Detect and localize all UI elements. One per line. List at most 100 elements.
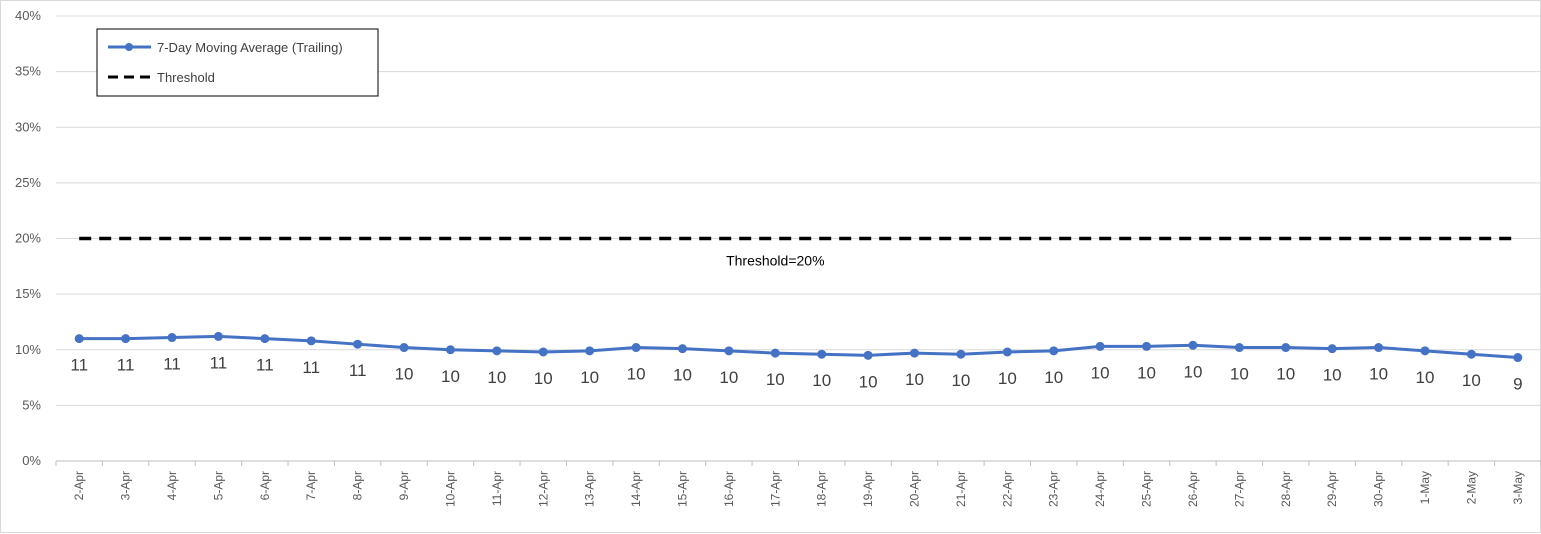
- data-label: 10: [487, 368, 506, 387]
- data-label: 9: [1513, 375, 1522, 394]
- y-tick-label: 35%: [15, 64, 41, 79]
- data-label: 10: [1323, 366, 1342, 385]
- x-tick-label: 13-Apr: [583, 471, 597, 507]
- data-point: [956, 349, 966, 359]
- data-point: [585, 346, 595, 356]
- y-tick-label: 25%: [15, 175, 41, 190]
- data-label: 11: [256, 356, 274, 375]
- data-label: 10: [1369, 365, 1388, 384]
- data-point: [1420, 346, 1430, 356]
- x-tick-label: 15-Apr: [675, 471, 689, 507]
- data-label: 10: [1091, 363, 1110, 382]
- data-label: 10: [1462, 371, 1481, 390]
- data-point: [1234, 343, 1244, 353]
- data-point: [399, 343, 409, 353]
- y-tick-label: 40%: [15, 8, 41, 23]
- y-axis: 0% 5% 10% 15% 20% 25% 30% 35% 40%: [15, 8, 41, 468]
- data-label: 10: [441, 367, 460, 386]
- data-label: 10: [534, 369, 553, 388]
- y-tick-label: 15%: [15, 286, 41, 301]
- x-tick-label: 11-Apr: [490, 471, 504, 506]
- data-label: 10: [905, 370, 924, 389]
- data-label: 10: [1276, 365, 1295, 384]
- data-point: [677, 344, 687, 354]
- data-label: 10: [580, 368, 599, 387]
- x-tick-label: 30-Apr: [1372, 471, 1386, 507]
- x-tick-label: 16-Apr: [722, 471, 736, 507]
- data-label: 10: [859, 372, 878, 391]
- x-tick-label: 12-Apr: [536, 471, 550, 507]
- data-point: [1049, 346, 1059, 356]
- data-label: 11: [210, 353, 228, 372]
- data-point: [445, 345, 455, 355]
- y-tick-label: 30%: [15, 119, 41, 134]
- y-tick-label: 0%: [22, 453, 41, 468]
- x-tick-label: 18-Apr: [815, 471, 829, 507]
- legend-marker-moving-average: [125, 43, 133, 51]
- x-tick-label: 19-Apr: [861, 471, 875, 507]
- data-label: 10: [673, 366, 692, 385]
- x-axis: 2-Apr 3-Apr 4-Apr 5-Apr 6-Apr 7-Apr 8-Apr 9-Apr…: [55, 460, 1541, 507]
- threshold-annotation: Threshold=20%: [726, 253, 824, 269]
- x-tick-label: 2-May: [1464, 471, 1478, 504]
- x-tick-label: 25-Apr: [1140, 471, 1154, 507]
- data-label: 11: [70, 356, 88, 375]
- data-point: [492, 346, 502, 356]
- data-label: 11: [349, 361, 367, 380]
- data-label: 11: [163, 355, 181, 374]
- y-tick-label: 10%: [15, 342, 41, 357]
- x-tick-label: 24-Apr: [1093, 471, 1107, 507]
- x-tick-label: 7-Apr: [304, 471, 318, 500]
- data-point: [770, 348, 780, 358]
- data-label: 10: [812, 371, 831, 390]
- legend-box: [96, 28, 379, 97]
- data-label: 10: [766, 370, 785, 389]
- data-point: [863, 350, 873, 360]
- data-label: 10: [1416, 368, 1435, 387]
- data-point: [538, 347, 548, 357]
- legend-label-threshold: Threshold: [157, 70, 215, 85]
- data-point: [1513, 353, 1523, 363]
- x-tick-label: 22-Apr: [1000, 471, 1014, 507]
- data-label: 10: [1044, 368, 1063, 387]
- x-tick-label: 2-Apr: [72, 471, 86, 500]
- data-point: [121, 334, 131, 344]
- data-point: [817, 349, 827, 359]
- data-point: [1466, 349, 1476, 359]
- data-point: [74, 334, 84, 344]
- moving-average-line: [79, 334, 1518, 360]
- data-label: 10: [1137, 363, 1156, 382]
- data-point: [306, 336, 316, 346]
- x-tick-label: 14-Apr: [629, 471, 643, 507]
- x-tick-label: 27-Apr: [1232, 471, 1246, 507]
- x-tick-label: 1-May: [1418, 471, 1432, 504]
- data-labels: 11 11 11 11 11 11 11 10 10 10 10 10 10 10 10 10 10 10 10 10…: [70, 353, 1522, 393]
- x-tick-label: 28-Apr: [1279, 471, 1293, 507]
- data-point: [167, 333, 177, 343]
- data-label: 11: [302, 358, 320, 377]
- x-tick-label: 23-Apr: [1047, 471, 1061, 507]
- data-label: 10: [627, 365, 646, 384]
- x-tick-label: 20-Apr: [908, 471, 922, 507]
- data-label: 10: [1183, 362, 1202, 381]
- x-tick-label: 17-Apr: [768, 471, 782, 507]
- y-tick-label: 5%: [22, 397, 41, 412]
- x-tick-label: 21-Apr: [954, 471, 968, 507]
- data-point: [260, 334, 270, 344]
- x-tick-label: 9-Apr: [397, 471, 411, 500]
- x-tick-label: 3-May: [1511, 471, 1525, 504]
- x-tick-label: 4-Apr: [165, 471, 179, 500]
- legend-label-moving-average: 7-Day Moving Average (Trailing): [157, 40, 343, 55]
- data-point: [910, 348, 920, 358]
- data-label: 11: [117, 356, 135, 375]
- x-tick-label: 26-Apr: [1186, 471, 1200, 507]
- data-point: [353, 339, 363, 349]
- x-tick-label: 10-Apr: [443, 471, 457, 507]
- data-label: 10: [998, 369, 1017, 388]
- data-point: [1095, 341, 1105, 351]
- data-point: [1002, 347, 1012, 357]
- data-label: 10: [395, 365, 414, 384]
- data-label: 10: [1230, 365, 1249, 384]
